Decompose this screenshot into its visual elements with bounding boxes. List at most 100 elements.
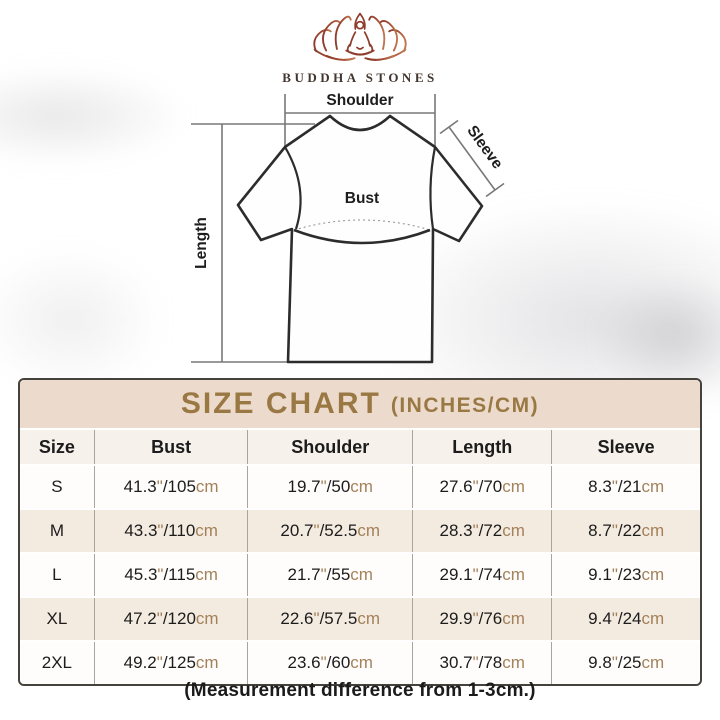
- shoulder-label: Shoulder: [326, 92, 393, 109]
- tshirt-outline: [236, 114, 484, 364]
- value-text: /25: [617, 653, 642, 672]
- unit-text: cm: [195, 521, 218, 540]
- measurement-cell: 30.7 "/78 cm: [413, 642, 553, 684]
- unit-text: cm: [641, 477, 665, 496]
- value-text: /22: [617, 521, 642, 540]
- table-row-2xl: 2XL 49.2 "/125 cm 23.6 "/60 cm 30.7 "/78 cm 9.8 "/2…: [20, 642, 700, 684]
- value-text: 28.3: [439, 521, 473, 540]
- value-text: /115: [163, 565, 196, 584]
- value-text: 43.3: [124, 521, 158, 540]
- measurement-cell: 29.9 "/76 cm: [413, 598, 553, 640]
- value-text: 29.1: [439, 565, 473, 584]
- measurement-cell: 43.3 "/110 cm: [95, 510, 249, 552]
- value-text: 30.7: [439, 653, 473, 672]
- unit-text: ": [156, 477, 163, 496]
- value-text: 41.3: [123, 477, 157, 496]
- lotus-meditation-icon: [313, 12, 407, 61]
- right-sleeve-seam: [429, 146, 437, 230]
- value-text: /55: [326, 565, 351, 584]
- unit-text: ": [157, 565, 164, 584]
- unit-text: ": [611, 521, 618, 540]
- column-header-shoulder: Shoulder: [248, 430, 414, 464]
- value-text: /125: [162, 653, 196, 672]
- brand-name: BUDDHA STONES: [282, 70, 438, 85]
- value-text: /52.5: [319, 521, 358, 540]
- sleeve-tick-top: [439, 119, 459, 135]
- unit-text: ": [320, 565, 327, 584]
- unit-text: cm: [350, 653, 373, 672]
- value-text: /70: [478, 477, 503, 496]
- size-chart-title: SIZE CHART: [180, 387, 381, 420]
- unit-text: cm: [641, 609, 665, 628]
- unit-text: cm: [350, 477, 373, 496]
- value-text: 21.7: [287, 565, 321, 584]
- unit-text: cm: [502, 653, 525, 672]
- measurement-cell: 49.2 "/125 cm: [95, 642, 249, 684]
- column-header-bust: Bust: [95, 430, 249, 464]
- size-cell: L: [20, 554, 95, 596]
- measurement-cell: 21.7 "/55 cm: [248, 554, 414, 596]
- unit-text: ": [472, 521, 479, 540]
- sleeve-label: Sleeve: [463, 122, 506, 172]
- unit-text: ": [320, 653, 327, 672]
- unit-text: cm: [502, 565, 525, 584]
- unit-text: cm: [350, 565, 373, 584]
- unit-text: cm: [195, 609, 219, 628]
- measurement-cell: 9.4 "/24 cm: [552, 598, 700, 640]
- value-text: 20.7: [280, 521, 314, 540]
- unit-text: cm: [641, 521, 665, 540]
- value-text: /78: [478, 653, 503, 672]
- unit-text: ": [156, 609, 163, 628]
- value-text: 27.6: [439, 477, 473, 496]
- value-text: 22.6: [280, 609, 314, 628]
- column-header-length: Length: [413, 430, 553, 464]
- value-text: /23: [617, 565, 642, 584]
- unit-text: cm: [641, 653, 665, 672]
- value-text: /74: [478, 565, 503, 584]
- unit-text: ": [472, 565, 479, 584]
- value-text: /24: [617, 609, 642, 628]
- measurement-cell: 27.6 "/70 cm: [413, 466, 553, 508]
- value-text: 9.8: [588, 653, 612, 672]
- measurement-cell: 29.1 "/74 cm: [413, 554, 553, 596]
- value-text: 23.6: [287, 653, 321, 672]
- table-header-row: Size Bust Shoulder Length Sleeve: [20, 430, 700, 466]
- table-row-xl: XL 47.2 "/120 cm 22.6 "/57.5 cm 29.9 "/76 cm 9.4 " /…: [20, 598, 700, 642]
- value-text: 19.7: [287, 477, 321, 496]
- value-text: /105: [162, 477, 196, 496]
- size-cell: M: [20, 510, 95, 552]
- unit-text: cm: [502, 609, 525, 628]
- unit-text: ": [472, 653, 479, 672]
- measurement-cell: 45.3 "/115 cm: [95, 554, 249, 596]
- value-text: /57.5: [319, 609, 358, 628]
- brand-logo-block: BUDDHA STONES: [0, 10, 720, 86]
- size-chart-title-band: SIZE CHART (INCHES/CM): [20, 380, 700, 430]
- value-text: 45.3: [124, 565, 158, 584]
- value-text: /72: [478, 521, 503, 540]
- unit-text: ": [611, 477, 618, 496]
- bust-label: Bust: [345, 190, 379, 207]
- unit-text: ": [472, 477, 479, 496]
- size-table-body: S 41.3 "/105 cm 19.7 "/50 cm 27.6 "/70 cm 8.3 "/21 c…: [20, 466, 700, 684]
- measurement-cell: 47.2 "/120 cm: [95, 598, 249, 640]
- size-cell: S: [20, 466, 95, 508]
- value-text: /21: [617, 477, 642, 496]
- bust-ellipse-dashed: [293, 219, 431, 231]
- value-text: /60: [326, 653, 351, 672]
- column-header-size: Size: [20, 430, 95, 464]
- measurement-cell: 28.3 "/72 cm: [413, 510, 553, 552]
- unit-text: ": [320, 477, 327, 496]
- value-text: 8.7: [588, 521, 612, 540]
- sleeve-dim-line: [448, 126, 496, 191]
- value-text: 29.9: [439, 609, 473, 628]
- value-text: /76: [478, 609, 503, 628]
- size-chart-title-suffix: (INCHES/CM): [390, 394, 540, 417]
- value-text: /50: [326, 477, 351, 496]
- unit-text: ": [313, 609, 320, 628]
- unit-text: cm: [195, 477, 219, 496]
- unit-text: cm: [195, 565, 218, 584]
- length-label: Length: [193, 217, 210, 269]
- unit-text: ": [611, 653, 618, 672]
- sleeve-tick-bottom: [485, 182, 505, 198]
- measurement-cell: 9.8 "/25 cm: [552, 642, 700, 684]
